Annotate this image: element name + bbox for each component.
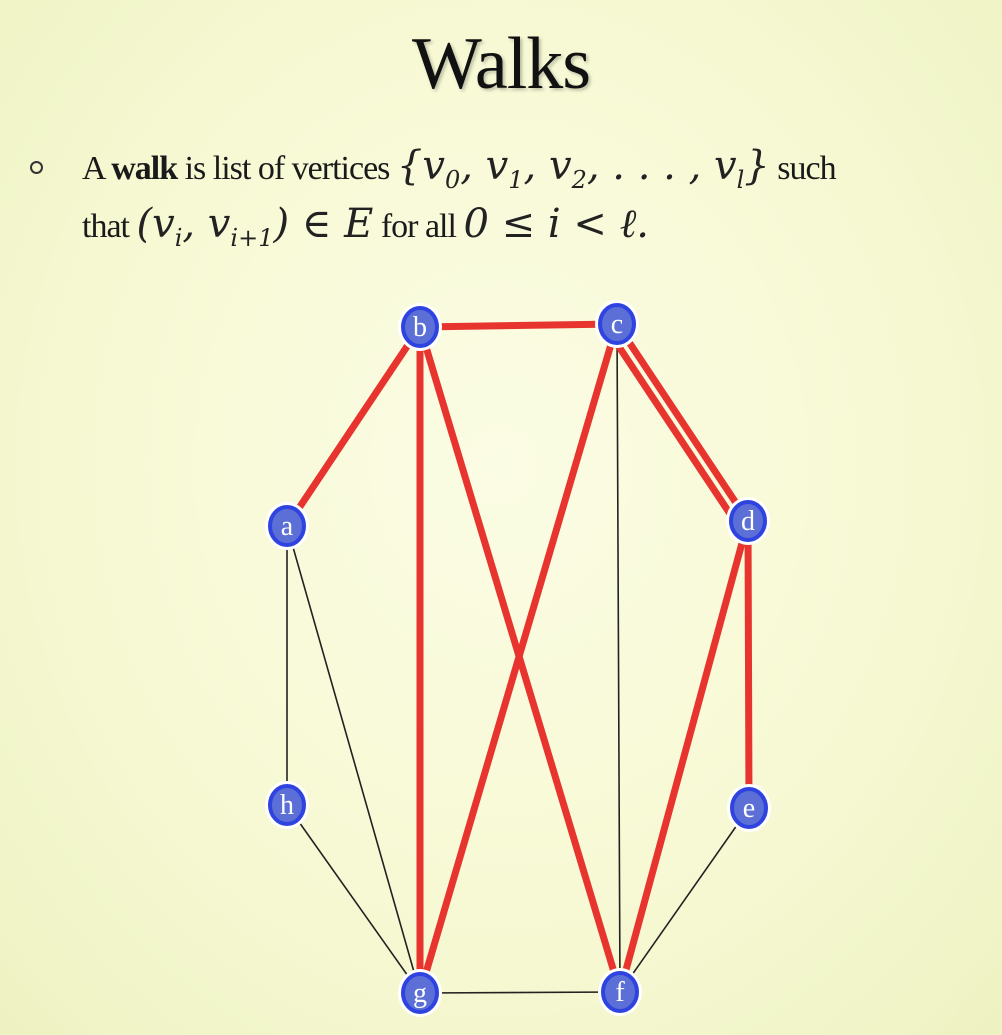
vertex-b-label: b xyxy=(413,312,427,343)
edge-h-g xyxy=(286,804,421,994)
vertex-b: b xyxy=(398,303,442,351)
edge-a-b-walk xyxy=(283,323,424,530)
vertex-f-label: f xyxy=(615,977,625,1008)
definition-line-1: A walk is list of vertices {v0, v1, v2, … xyxy=(82,143,837,194)
bullet-marker-icon xyxy=(30,161,43,174)
vertex-d-circle xyxy=(729,500,767,542)
edge-d-e-walk xyxy=(744,517,753,812)
vertex-c-label: c xyxy=(611,309,623,340)
vertex-a-circle xyxy=(268,505,306,547)
edge-membership-formula: (vi, vi+1) ∈ E xyxy=(136,201,374,252)
edge-c-d-second-walk xyxy=(604,326,743,531)
vertex-e-circle xyxy=(730,787,768,829)
edge-g-f xyxy=(419,991,621,994)
vertex-h-circle xyxy=(268,784,306,826)
edge-d-f-walk xyxy=(616,517,752,996)
vertex-list-formula: {v0, v1, v2, . . . , vl} xyxy=(396,143,770,194)
vertex-a-label: a xyxy=(281,511,294,542)
vertex-e-label: e xyxy=(743,793,755,824)
edge-c-f xyxy=(616,323,621,993)
definition-text: is list of vertices xyxy=(177,150,397,187)
edge-e-f xyxy=(619,807,750,993)
vertex-d: d xyxy=(726,497,770,545)
vertex-a: a xyxy=(265,502,309,550)
vertex-d-label: d xyxy=(741,506,755,537)
definition-line-2: that (vi, vi+1) ∈ E for all 0 ≤ i < ℓ. xyxy=(82,200,649,252)
vertices-layer: a b c d e f g h xyxy=(265,300,771,1017)
definition-line2-prefix: that xyxy=(82,208,137,245)
edge-b-c-walk xyxy=(416,320,621,331)
vertex-g: g xyxy=(398,969,442,1017)
slide-title: Walks xyxy=(411,23,591,105)
vertex-b-circle xyxy=(401,306,439,348)
edge-c-d-walk xyxy=(613,320,752,525)
edge-a-g xyxy=(286,525,421,994)
vertex-g-label: g xyxy=(413,978,427,1009)
vertex-c: c xyxy=(595,300,639,348)
vertex-c-circle xyxy=(598,303,636,345)
edges-layer xyxy=(283,320,753,997)
vertex-h-label: h xyxy=(280,790,294,821)
vertex-f-circle xyxy=(601,971,639,1013)
definition-suffix: such xyxy=(769,150,836,187)
vertex-e: e xyxy=(727,784,771,832)
edge-c-g-walk xyxy=(416,320,621,997)
definition-term: walk xyxy=(111,150,178,187)
index-range-formula: 0 ≤ i < ℓ. xyxy=(463,201,649,247)
definition-prefix: A xyxy=(82,150,112,187)
vertex-g-circle xyxy=(401,972,439,1014)
vertex-h: h xyxy=(265,781,309,829)
definition-line2-mid: for all xyxy=(373,208,464,245)
vertex-f: f xyxy=(598,968,642,1016)
